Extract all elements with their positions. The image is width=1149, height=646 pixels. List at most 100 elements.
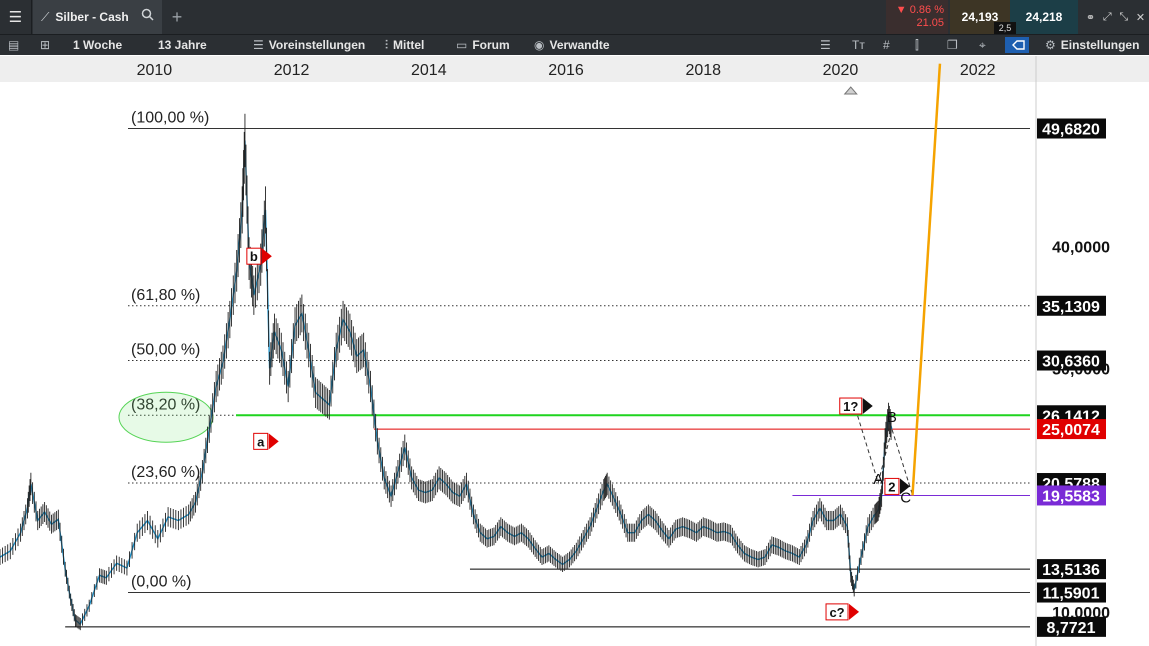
wave-projection-line [857, 415, 913, 496]
eye-icon: ◉ [534, 38, 545, 52]
year-tick-label: 2018 [685, 62, 721, 79]
time-axis-band [0, 56, 1149, 82]
wave-label-box [253, 432, 269, 450]
timeframe-select[interactable]: 1 Woche [73, 38, 123, 52]
line-chart-icon: ⟋ [41, 9, 50, 24]
wave-label-text: b [250, 249, 258, 264]
price-tag-box [1037, 485, 1106, 506]
wave-label-arrow [268, 433, 279, 450]
instrument-title: Silber - Cash [55, 10, 129, 24]
year-tick-label: 2010 [137, 62, 173, 79]
sliders-icon: ☰ [253, 38, 264, 52]
collapse-icon[interactable]: ⤡ [1119, 10, 1129, 23]
chart-toolbar: ▤ ⊞ 1 Woche 13 Jahre ☰ Voreinstellungen … [0, 34, 1149, 55]
wave-letter: C [900, 489, 911, 506]
settings-button[interactable]: ⚙ Einstellungen [1045, 35, 1139, 55]
price-tag-box [1037, 616, 1106, 637]
hamburger-icon[interactable]: ☰ [0, 0, 32, 34]
label-tool-icon[interactable] [1004, 35, 1030, 55]
fib-level-label: (100,00 %) [131, 110, 209, 127]
grid-icon[interactable]: # [883, 38, 890, 52]
wave-label-box [884, 477, 900, 495]
price-tag-box [1037, 350, 1106, 371]
year-tick-label: 2022 [960, 62, 996, 79]
target-trend-line [911, 63, 942, 496]
layout-icon[interactable]: ⊞ [40, 38, 51, 52]
chart-area[interactable]: 2010 2012 2014 2016 2018 2020 2022 (100,00 %) (6… [0, 56, 1149, 646]
settings-label: Einstellungen [1060, 38, 1140, 52]
copy-icon[interactable]: ❐ [947, 38, 958, 52]
price-tag-box [1037, 295, 1106, 316]
list-icon[interactable]: ▤ [8, 38, 20, 52]
wave-label-text: 1? [843, 399, 858, 414]
crosshair-icon[interactable]: ⌖ [979, 37, 986, 52]
indicator-button[interactable]: ⫶ Mittel [385, 35, 424, 55]
price-tag-label: 49,6820 [1042, 122, 1100, 139]
price-axis-label: 40,0000 [1052, 239, 1110, 256]
text-size-icon[interactable]: Tт [852, 38, 865, 52]
plus-icon[interactable]: + [171, 6, 183, 27]
wave-label-text: c? [829, 605, 844, 620]
price-tag-label: 30,6360 [1042, 354, 1100, 371]
forum-label: Forum [472, 38, 510, 52]
wave-label-text: a [257, 434, 265, 449]
price-tag-box [1037, 582, 1106, 603]
price-tag-label: 35,1309 [1042, 299, 1100, 316]
title-bar: ☰ ⟋ Silber - Cash + ▼ 0.86 % 21.05 24,19… [0, 0, 1149, 34]
indicator-label: Mittel [393, 38, 425, 52]
chat-icon: ▭ [456, 38, 468, 52]
price-tag-label: 19,5583 [1042, 488, 1100, 505]
related-label: Verwandte [549, 38, 610, 52]
price-tag-label: 13,5136 [1042, 562, 1100, 579]
year-tick-label: 2012 [274, 62, 310, 79]
fib-level-label: (23,60 %) [131, 464, 200, 481]
window-controls: ⚭ ⤢ ⤡ ✕ [1082, 0, 1149, 34]
bid-price-button[interactable]: 24,193 [950, 0, 1010, 34]
range-select[interactable]: 13 Jahre [158, 38, 207, 52]
scroll-marker-icon [843, 86, 858, 95]
price-tag-box [1037, 118, 1106, 139]
link-icon[interactable]: ⚭ [1085, 11, 1096, 24]
wave-label-arrow [899, 478, 910, 495]
presets-label: Voreinstellungen [268, 38, 366, 52]
wave-letter: B [887, 409, 897, 426]
wave-label-text: 2 [888, 479, 895, 494]
search-icon[interactable] [141, 8, 154, 26]
gear-icon: ⚙ [1045, 38, 1056, 52]
instrument-tab[interactable]: ⟋ Silber - Cash [33, 0, 162, 34]
indicator-icon: ⫶ [385, 37, 389, 52]
wave-letter: A [873, 471, 883, 488]
price-tag-label: 25,0074 [1042, 422, 1100, 439]
wave-label-arrow [862, 398, 873, 415]
expand-icon[interactable]: ⤢ [1102, 10, 1112, 23]
fib-level-label: (50,00 %) [131, 342, 200, 359]
highlight-ellipse [118, 391, 214, 443]
wave-label-arrow [849, 603, 860, 620]
draw-list-icon[interactable]: ☰ [820, 38, 831, 52]
candles-icon[interactable]: ⫿ [915, 37, 919, 52]
wave-label-box [825, 603, 849, 621]
ask-price-button[interactable]: 24,218 [1010, 0, 1078, 34]
related-button[interactable]: ◉ Verwandte [534, 35, 610, 55]
presets-button[interactable]: ☰ Voreinstellungen [253, 35, 365, 55]
year-tick-label: 2020 [823, 62, 859, 79]
price-tag-box [1037, 419, 1106, 440]
change-percent: ▼ 0.86 % [895, 4, 944, 16]
forum-button[interactable]: ▭ Forum [456, 35, 510, 55]
price-chart[interactable]: 2010 2012 2014 2016 2018 2020 2022 (100,00 %) (6… [0, 56, 1149, 646]
wave-label-box [246, 247, 262, 265]
price-change: ▼ 0.86 % 21.05 [886, 0, 948, 34]
wave-label-arrow [261, 248, 272, 265]
change-absolute: 21.05 [916, 17, 944, 29]
close-icon[interactable]: ✕ [1135, 11, 1146, 24]
fib-level-label: (61,80 %) [131, 287, 200, 304]
wave-label-box [839, 397, 863, 415]
spread-badge: 2,5 [994, 22, 1016, 34]
price-tag-label: 11,5901 [1043, 586, 1100, 603]
price-tag-box [1037, 559, 1106, 580]
fib-level-label: (0,00 %) [131, 574, 191, 591]
year-tick-label: 2014 [411, 62, 447, 79]
fib-level-label: (38,20 %) [131, 396, 200, 413]
price-tag-label: 8,7721 [1047, 620, 1096, 637]
